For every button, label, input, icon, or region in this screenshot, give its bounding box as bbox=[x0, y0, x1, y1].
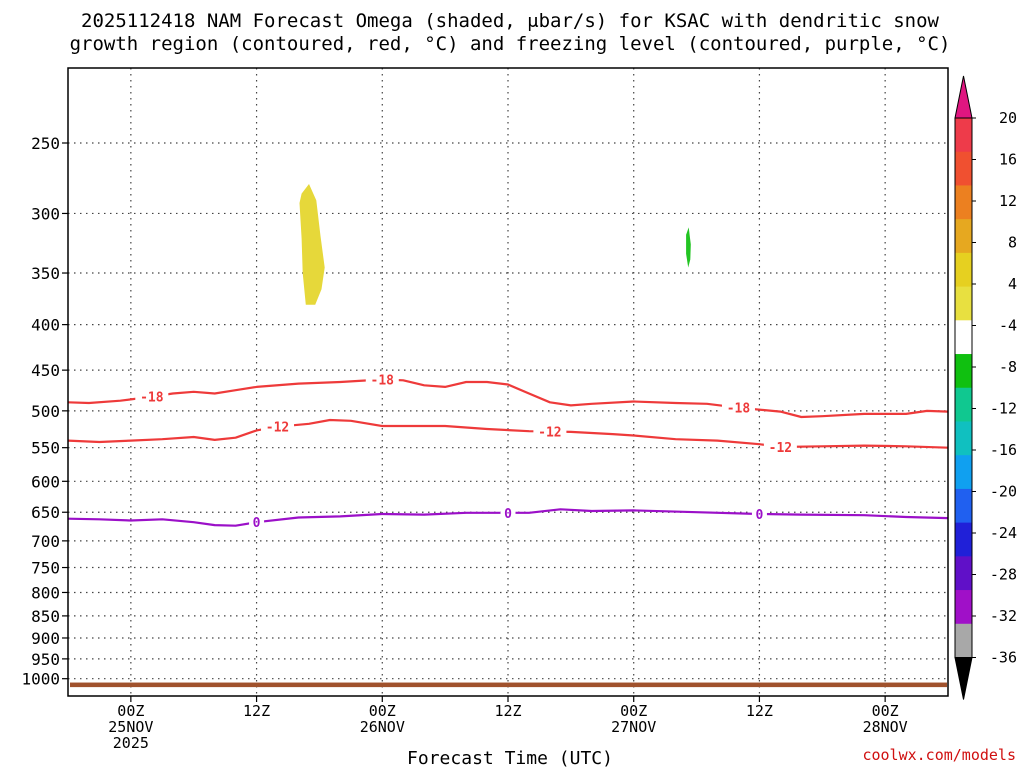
x-tick-label: 12Z bbox=[494, 702, 521, 720]
y-tick-label: 450 bbox=[31, 361, 60, 380]
y-tick-label: 300 bbox=[31, 204, 60, 223]
terrain-strip bbox=[70, 682, 947, 688]
contour-label-background bbox=[249, 514, 265, 531]
colorbar-segment bbox=[955, 522, 972, 557]
y-axis-tick-labels: 250 300 350 400 450 500 550 600 650 700 750 800 850 9… bbox=[21, 134, 60, 689]
y-tick-label: 600 bbox=[31, 472, 60, 491]
colorbar-top-arrow bbox=[954, 75, 973, 119]
contour-label-background bbox=[533, 423, 567, 440]
contour-label: 0 bbox=[253, 516, 261, 531]
chart-title-line-1: 2025112418 NAM Forecast Omega (shaded, μ… bbox=[81, 10, 939, 32]
x-tick-label: 26NOV bbox=[360, 718, 405, 736]
colorbar-segment bbox=[955, 252, 972, 288]
omega-shaded-region bbox=[686, 227, 691, 268]
contour-label-background bbox=[135, 388, 169, 405]
colorbar-segment bbox=[955, 488, 972, 524]
contour-label: -12 bbox=[538, 426, 561, 441]
contour-label: -12 bbox=[769, 441, 792, 456]
chart-title-line-2: growth region (contoured, red, °C) and f… bbox=[70, 33, 951, 55]
colorbar-label: 12 bbox=[999, 192, 1017, 210]
x-tick-label: 00Z bbox=[872, 702, 899, 720]
colorbar-segment bbox=[955, 387, 972, 422]
contour-label-background bbox=[261, 418, 295, 435]
colorbar-segment bbox=[955, 455, 972, 490]
colorbar-bottom-arrow bbox=[954, 657, 973, 700]
contour-label-background bbox=[763, 438, 797, 455]
contour-label: -18 bbox=[371, 373, 395, 388]
y-tick-label: 900 bbox=[31, 629, 60, 648]
omega-shaded-region bbox=[299, 184, 325, 305]
contour-label-background bbox=[365, 371, 399, 388]
x-axis-label: Forecast Time (UTC) bbox=[407, 748, 613, 768]
colorbar-segment bbox=[955, 421, 972, 456]
colorbar-label: -36 bbox=[990, 649, 1017, 667]
y-tick-label: 1000 bbox=[21, 670, 60, 689]
y-tick-label: 750 bbox=[31, 559, 60, 578]
colorbar-label: -8 bbox=[999, 358, 1017, 376]
grid-lines bbox=[62, 68, 948, 702]
y-tick-label: 550 bbox=[31, 439, 60, 458]
y-tick-label: 850 bbox=[31, 607, 60, 626]
colorbar-segment bbox=[955, 151, 972, 186]
colorbar-segment bbox=[955, 185, 972, 220]
x-tick-label: 12Z bbox=[746, 702, 773, 720]
colorbar-segment bbox=[955, 623, 972, 658]
omega-shading bbox=[299, 184, 691, 305]
colorbar-label: -28 bbox=[990, 566, 1017, 584]
colorbar-segment bbox=[955, 286, 972, 321]
y-tick-label: 500 bbox=[31, 402, 60, 421]
contour-label: -18 bbox=[140, 391, 164, 406]
colorbar-label: 4 bbox=[1008, 275, 1017, 293]
y-tick-label: 400 bbox=[31, 316, 60, 335]
colorbar-segment bbox=[955, 590, 972, 625]
plot-frame bbox=[67, 67, 949, 697]
colorbar-label: -20 bbox=[990, 483, 1017, 501]
contour-label-background bbox=[721, 399, 755, 416]
colorbar-segment bbox=[955, 320, 972, 355]
colorbar-label: -4 bbox=[999, 317, 1017, 335]
colorbar-label: -24 bbox=[990, 524, 1017, 542]
y-tick-label: 800 bbox=[31, 583, 60, 602]
colorbar-segment bbox=[955, 219, 972, 254]
colorbar-label: -12 bbox=[990, 400, 1017, 418]
x-tick-label: 27NOV bbox=[611, 718, 656, 736]
credit-text: coolwx.com/models bbox=[862, 746, 1016, 764]
colorbar-label: 16 bbox=[999, 151, 1017, 169]
colorbar: 20 16 12 8 4 -4 -8 -12 -16 -20 -24 -28 -32 -36 bbox=[954, 75, 1017, 700]
contour-label: 0 bbox=[504, 507, 512, 522]
y-tick-label: 700 bbox=[31, 532, 60, 551]
contour-label-background bbox=[500, 504, 516, 521]
colorbar-label: -16 bbox=[990, 441, 1017, 459]
colorbar-segment bbox=[955, 118, 972, 153]
y-tick-label: 950 bbox=[31, 650, 60, 669]
x-tick-label: 00Z bbox=[620, 702, 647, 720]
contour-line bbox=[67, 378, 949, 419]
colorbar-label: 20 bbox=[999, 109, 1017, 127]
colorbar-label: -32 bbox=[990, 607, 1017, 625]
colorbar-segment bbox=[955, 556, 972, 591]
x-tick-label: 28NOV bbox=[863, 718, 908, 736]
x-tick-label: 12Z bbox=[243, 702, 270, 720]
y-tick-label: 650 bbox=[31, 503, 60, 522]
x-tick-label: 00Z bbox=[369, 702, 396, 720]
contour-label: -18 bbox=[727, 402, 751, 417]
x-tick-label: 25NOV bbox=[108, 718, 153, 736]
x-tick-label: 2025 bbox=[113, 734, 149, 752]
colorbar-segment bbox=[955, 354, 972, 389]
colorbar-label: 8 bbox=[1008, 234, 1017, 252]
contour-line bbox=[67, 418, 949, 449]
y-tick-label: 250 bbox=[31, 134, 60, 153]
x-tick-label: 00Z bbox=[117, 702, 144, 720]
terrain-layer bbox=[70, 682, 947, 688]
contour-label: 0 bbox=[756, 508, 764, 523]
contour-label: -12 bbox=[266, 421, 289, 436]
contour-label-background bbox=[751, 506, 767, 523]
y-tick-label: 350 bbox=[31, 264, 60, 283]
contour-lines: -18 -18 -18 -12 -12 -12 0 0 0 bbox=[67, 371, 949, 531]
